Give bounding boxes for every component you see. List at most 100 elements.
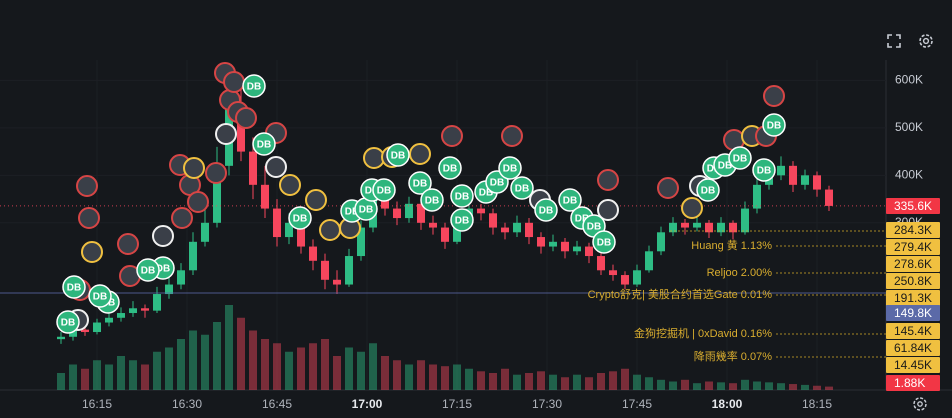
candle-body	[273, 208, 281, 238]
volume-bar	[489, 373, 497, 390]
volume-bar	[237, 317, 245, 390]
price-tag-label: 250.8K	[894, 274, 932, 288]
candle-body	[813, 175, 821, 190]
volume-bar	[537, 371, 545, 390]
candle-body	[717, 222, 725, 233]
holder-label: 降雨幾率 0.07%	[694, 349, 772, 363]
badge	[762, 113, 786, 137]
badge-label: DB	[455, 192, 469, 203]
badge-label: DB	[757, 166, 771, 177]
volume-bar	[825, 386, 833, 390]
badge	[386, 143, 410, 167]
price-tag-label: 1.88K	[894, 376, 925, 390]
badge-label: DB	[563, 196, 577, 207]
candle-body	[441, 227, 449, 242]
candle-body	[309, 246, 317, 261]
price-tag	[886, 256, 940, 272]
candle-body	[561, 241, 569, 252]
volume-bar	[429, 364, 437, 390]
badge-label: DB	[93, 292, 107, 303]
volume-bar	[585, 377, 593, 390]
x-tick-label: 17:00	[352, 397, 383, 411]
price-tag	[886, 222, 940, 238]
volume-bar	[777, 383, 785, 390]
candle-body	[213, 165, 221, 223]
volume-bar	[153, 351, 161, 390]
candle-body	[237, 104, 245, 152]
candle-body	[741, 208, 749, 233]
volume-bar	[165, 347, 173, 390]
price-tag	[886, 357, 940, 373]
volume-bar	[513, 374, 521, 390]
candle-body	[801, 175, 809, 185]
badge-label: DB	[67, 283, 81, 294]
badge	[88, 284, 112, 308]
badge-label: DB	[156, 264, 170, 275]
candle-body	[417, 203, 425, 223]
price-tag-label: 14.45K	[894, 358, 932, 372]
y-tick-label: 500K	[895, 120, 923, 134]
candle-body	[705, 222, 713, 233]
candle-body	[177, 270, 185, 285]
volume-bar	[705, 381, 713, 390]
badge	[252, 132, 276, 156]
price-tag-label: 278.6K	[894, 257, 932, 271]
candle-body	[165, 284, 173, 295]
avatar	[441, 125, 463, 147]
price-tag-label: 61.84K	[894, 341, 932, 355]
candle-body	[321, 260, 329, 280]
badge	[728, 146, 752, 170]
candle-body	[477, 208, 485, 214]
candle-body	[549, 241, 557, 247]
candle-body	[681, 222, 689, 228]
volume-bar	[357, 351, 365, 390]
gear-icon	[913, 397, 927, 411]
volume-bar	[693, 383, 701, 390]
candle-body	[585, 246, 593, 257]
badge-label: DB	[413, 179, 427, 190]
badge	[498, 156, 522, 180]
badge-label: DB	[443, 164, 457, 175]
candle-body	[513, 222, 521, 233]
avatar	[597, 169, 619, 191]
price-tag-label: 284.3K	[894, 223, 932, 237]
holder-label: Reljoo 2.00%	[707, 267, 773, 279]
volume-bar	[561, 377, 569, 390]
badge-label: DB	[503, 164, 517, 175]
candle-body	[729, 222, 737, 233]
avatar	[205, 162, 227, 184]
badge-label: DB	[490, 178, 504, 189]
time-settings-button[interactable]	[913, 397, 927, 411]
volume-bar	[69, 364, 77, 390]
x-tick-label: 17:15	[442, 397, 472, 411]
candle-body	[141, 308, 149, 311]
avatar	[223, 71, 245, 93]
volume-bar	[393, 360, 401, 390]
volume-bar	[129, 360, 137, 390]
volume-bar	[465, 368, 473, 390]
candle-body	[393, 208, 401, 219]
volume-bar	[201, 334, 209, 390]
volume-bar	[117, 356, 125, 390]
volume-bar	[645, 377, 653, 390]
badge-label: DB	[359, 205, 373, 216]
badge	[752, 158, 776, 182]
volume-bar	[105, 364, 113, 390]
candle-body	[693, 222, 701, 228]
volume-bar	[501, 368, 509, 390]
candle-body	[621, 275, 629, 285]
badge-label: DB	[141, 266, 155, 277]
fullscreen-button[interactable]	[887, 34, 901, 48]
candle-body	[357, 227, 365, 257]
candle-body	[633, 270, 641, 285]
x-tick-label: 18:00	[712, 397, 743, 411]
settings-button[interactable]	[919, 34, 933, 48]
volume-bar	[801, 384, 809, 390]
candle-body	[81, 329, 89, 333]
volume-bar	[441, 366, 449, 390]
avatar	[235, 107, 257, 129]
candle-body	[645, 251, 653, 271]
